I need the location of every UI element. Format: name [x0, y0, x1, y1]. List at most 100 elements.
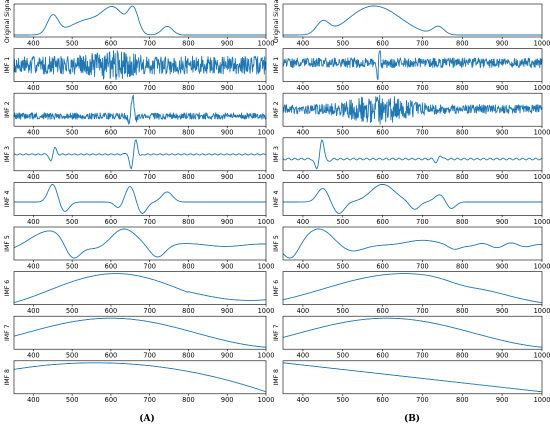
- x-tick-label: 700: [416, 352, 429, 360]
- x-tick-label: 500: [66, 218, 79, 226]
- x-tick-label: 700: [143, 352, 156, 360]
- x-tick-label: 900: [496, 39, 509, 47]
- x-tick-label: 700: [143, 173, 156, 181]
- x-tick-label: 900: [496, 352, 509, 360]
- signal-line: [282, 50, 543, 81]
- x-tick-label: 600: [376, 39, 389, 47]
- x-tick-label: 600: [376, 307, 389, 315]
- subplot-7: IMF 7 400 500 600 700 800 900 1000: [4, 315, 274, 360]
- subplot-3: IMF 3 400 500 600 700 800 900 1000: [4, 137, 274, 181]
- x-tick-label: 600: [376, 352, 389, 360]
- x-tick-label: 800: [182, 262, 195, 270]
- x-tick-label: 900: [496, 173, 509, 181]
- x-tick-label: 1000: [534, 262, 550, 270]
- axes-frame: [282, 3, 543, 38]
- y-axis-label: IMF 3: [273, 146, 280, 163]
- signal-line: [13, 139, 267, 170]
- x-tick-label: 700: [143, 129, 156, 137]
- axes-frame: [13, 360, 267, 395]
- x-tick-label: 500: [336, 307, 349, 315]
- x-tick-label: 400: [27, 352, 40, 360]
- x-tick-label: 900: [221, 39, 234, 47]
- x-tick-label: 500: [336, 39, 349, 47]
- signal-line: [13, 50, 267, 81]
- subplot-1: IMF 1 400 500 600 700 800 900 1000: [4, 48, 274, 92]
- axes-frame: [13, 48, 267, 82]
- axes-frame: [13, 182, 267, 216]
- x-tick-label: 900: [496, 307, 509, 315]
- x-tick-label: 600: [105, 262, 118, 270]
- x-tick-label: 1000: [534, 307, 550, 315]
- x-tick-label: 700: [143, 262, 156, 270]
- subplot-0: Original Signal 400 500 600 700 800 900 1000: [4, 0, 274, 47]
- x-tick-label: 800: [182, 173, 195, 181]
- subplot-7: IMF 7 400 500 600 700 800 900 1000: [273, 315, 550, 360]
- x-tick-label: 700: [416, 173, 429, 181]
- x-tick-label: 400: [27, 396, 40, 404]
- x-tick-label: 600: [376, 396, 389, 404]
- subplot-8: IMF 8 400 500 600 700 800 900 1000: [273, 360, 550, 404]
- signal-line: [14, 5, 266, 36]
- axes-frame: [282, 182, 543, 216]
- y-axis-label: IMF 2: [4, 101, 11, 118]
- x-tick-label: 800: [456, 352, 469, 360]
- x-tick-label: 1000: [258, 39, 275, 47]
- caption-a: (A): [139, 413, 155, 424]
- y-axis-label: IMF 7: [4, 324, 11, 341]
- x-tick-label: 400: [27, 39, 40, 47]
- signal-line: [13, 94, 267, 125]
- x-tick-label: 900: [496, 218, 509, 226]
- x-tick-label: 700: [143, 396, 156, 404]
- signal-line: [282, 317, 543, 348]
- x-tick-label: 900: [221, 307, 234, 315]
- x-tick-label: 500: [66, 262, 79, 270]
- x-tick-label: 800: [456, 396, 469, 404]
- x-tick-label: 900: [496, 396, 509, 404]
- x-tick-label: 400: [27, 262, 40, 270]
- x-tick-label: 500: [66, 173, 79, 181]
- x-tick-label: 400: [297, 129, 310, 137]
- axes-frame: [13, 226, 267, 261]
- axes-frame: [282, 92, 543, 127]
- x-tick-label: 500: [336, 129, 349, 137]
- x-tick-label: 1000: [534, 396, 550, 404]
- x-tick-label: 600: [376, 173, 389, 181]
- subplot-6: IMF 6 400 500 600 700 800 900 1000: [4, 271, 275, 315]
- x-tick-label: 800: [456, 173, 469, 181]
- y-axis-label: Original Signal: [273, 0, 280, 43]
- x-tick-label: 900: [496, 84, 509, 92]
- caption-b: (B): [404, 413, 420, 424]
- x-tick-label: 500: [66, 307, 79, 315]
- x-tick-label: 800: [456, 84, 469, 92]
- subplot-1: IMF 1 400 500 600 700 800 900 1000: [273, 48, 550, 92]
- axes-frame: [13, 271, 267, 305]
- x-tick-label: 800: [456, 262, 469, 270]
- x-tick-label: 600: [105, 84, 118, 92]
- x-tick-label: 800: [182, 39, 195, 47]
- x-tick-label: 500: [66, 129, 79, 137]
- x-tick-label: 900: [221, 129, 234, 137]
- x-tick-label: 400: [27, 129, 40, 137]
- signal-line: [282, 94, 543, 125]
- x-tick-label: 900: [221, 396, 234, 404]
- x-tick-label: 700: [416, 218, 429, 226]
- y-axis-label: IMF 3: [4, 146, 11, 163]
- x-tick-label: 1000: [534, 352, 550, 360]
- signal-line: [282, 362, 543, 393]
- x-tick-label: 500: [336, 218, 349, 226]
- x-tick-label: 900: [221, 218, 234, 226]
- y-axis-label: IMF 8: [4, 369, 11, 386]
- x-tick-label: 600: [105, 173, 118, 181]
- x-tick-label: 400: [297, 396, 310, 404]
- subplot-8: IMF 8 400 500 600 700 800 900 1000: [4, 360, 274, 404]
- subplot-3: IMF 3 400 500 600 700 800 900 1000: [273, 137, 550, 181]
- y-axis-label: IMF 6: [273, 280, 280, 297]
- x-tick-label: 500: [66, 396, 79, 404]
- x-tick-label: 700: [416, 307, 429, 315]
- x-tick-label: 1000: [258, 307, 275, 315]
- x-tick-label: 600: [105, 39, 118, 47]
- axes-frame: [282, 137, 543, 172]
- x-tick-label: 400: [27, 307, 40, 315]
- y-axis-label: IMF 2: [273, 101, 280, 118]
